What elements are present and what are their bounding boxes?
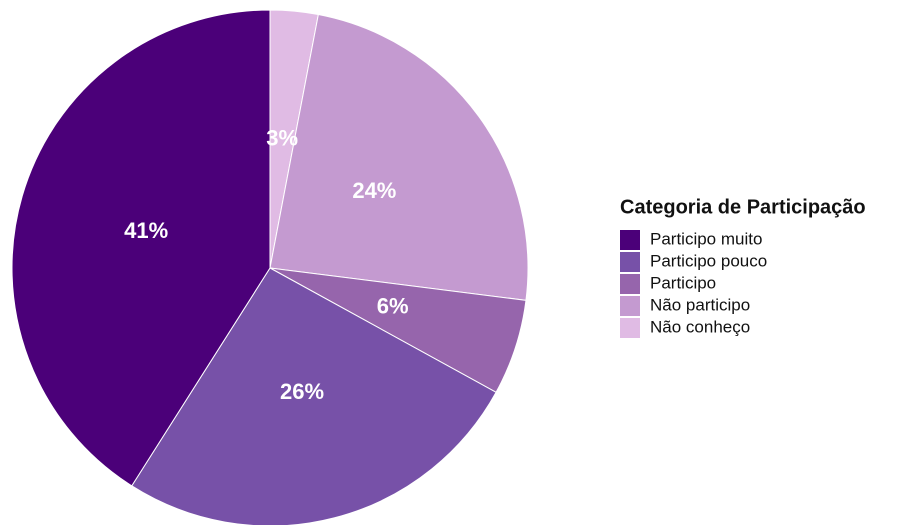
pie-slice xyxy=(269,13,529,301)
value-label: 41% xyxy=(124,218,168,243)
pie-slice xyxy=(11,9,271,487)
legend-swatch xyxy=(620,230,640,250)
legend-label: Participo xyxy=(650,273,716,292)
legend-label: Participo pouco xyxy=(650,251,767,270)
legend-title: Categoria de Participação xyxy=(620,196,866,218)
value-label: 6% xyxy=(377,294,409,319)
legend-label: Não participo xyxy=(650,295,750,314)
legend-swatch xyxy=(620,318,640,338)
legend-label: Não conheço xyxy=(650,317,750,336)
value-label: 26% xyxy=(280,379,324,404)
pie-slice xyxy=(131,267,497,525)
legend-swatch xyxy=(620,274,640,294)
value-label: 3% xyxy=(266,125,298,150)
legend-label: Participo muito xyxy=(650,229,762,248)
legend-swatch xyxy=(620,252,640,272)
value-label: 24% xyxy=(352,178,396,203)
legend-swatch xyxy=(620,296,640,316)
